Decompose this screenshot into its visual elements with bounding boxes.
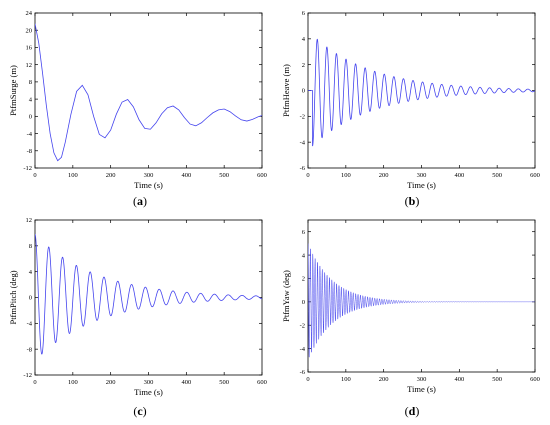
- x-tick-label: 200: [379, 376, 389, 383]
- x-tick-label: 400: [454, 376, 464, 383]
- y-tick-label: -4: [300, 346, 306, 353]
- x-axis-label: Time (s): [134, 387, 163, 397]
- y-tick-label: 4: [302, 36, 306, 43]
- y-tick-label: -4: [300, 139, 306, 146]
- x-tick-label: 300: [144, 172, 154, 179]
- y-tick-label: 8: [29, 243, 32, 250]
- x-tick-label: 300: [417, 172, 427, 179]
- x-tick-label: 400: [181, 379, 191, 386]
- y-tick-label: -4: [27, 131, 33, 138]
- y-tick-label: -8: [27, 346, 32, 353]
- x-tick-label: 600: [257, 379, 267, 386]
- caption-c: (c): [133, 404, 147, 418]
- x-tick-label: 600: [530, 376, 540, 383]
- y-axis-label: PtfmSurge (m): [8, 65, 18, 116]
- plot-frame: [34, 12, 263, 169]
- x-tick-label: 0: [306, 172, 309, 179]
- x-tick-label: 300: [144, 379, 154, 386]
- x-tick-label: 200: [379, 172, 389, 179]
- x-tick-label: 100: [341, 376, 351, 383]
- x-axis-label: Time (s): [134, 180, 163, 190]
- y-tick-label: 8: [29, 79, 32, 86]
- x-tick-label: 600: [257, 172, 267, 179]
- caption-a: (a): [133, 194, 147, 208]
- series-line: [308, 243, 535, 358]
- y-axis-label: PtfmPitch (deg): [8, 270, 18, 324]
- x-axis-label: Time (s): [407, 180, 436, 190]
- y-tick-label: -2: [300, 322, 305, 329]
- x-tick-label: 0: [33, 379, 36, 386]
- y-tick-label: 12: [26, 217, 33, 224]
- caption-b: (b): [404, 194, 420, 208]
- x-tick-label: 400: [454, 172, 464, 179]
- y-tick-label: 2: [302, 276, 305, 283]
- y-tick-label: -12: [23, 165, 32, 172]
- y-tick-label: 0: [29, 295, 32, 302]
- y-tick-label: -6: [300, 369, 306, 376]
- y-tick-label: 4: [29, 269, 33, 276]
- y-tick-label: 6: [302, 229, 306, 236]
- x-tick-label: 500: [492, 172, 502, 179]
- x-tick-label: 300: [417, 376, 427, 383]
- x-tick-label: 0: [306, 376, 309, 383]
- x-tick-label: 500: [492, 376, 502, 383]
- x-tick-label: 200: [106, 379, 116, 386]
- y-tick-label: -6: [300, 165, 306, 172]
- y-tick-label: 0: [302, 299, 305, 306]
- y-tick-label: 4: [29, 96, 33, 103]
- y-tick-label: -2: [300, 114, 305, 121]
- x-tick-label: 500: [219, 172, 229, 179]
- x-tick-label: 500: [219, 379, 229, 386]
- y-tick-label: 0: [29, 114, 32, 121]
- y-tick-label: 2: [302, 62, 305, 69]
- y-tick-label: 12: [26, 62, 33, 69]
- x-tick-label: 200: [106, 172, 116, 179]
- y-tick-label: 4: [302, 252, 306, 259]
- y-tick-label: 6: [302, 10, 306, 17]
- x-tick-label: 0: [33, 172, 36, 179]
- y-tick-label: -4: [27, 321, 33, 328]
- y-tick-label: -8: [27, 148, 32, 155]
- y-tick-label: 20: [26, 27, 33, 34]
- series-line: [35, 23, 262, 162]
- x-tick-label: 100: [68, 379, 78, 386]
- x-tick-label: 100: [341, 172, 351, 179]
- series-line: [35, 234, 262, 355]
- series-line: [308, 38, 535, 147]
- x-tick-label: 400: [181, 172, 191, 179]
- y-tick-label: -12: [23, 372, 32, 379]
- y-tick-label: 24: [26, 10, 33, 17]
- x-axis-label: Time (s): [407, 384, 436, 394]
- x-tick-label: 100: [68, 172, 78, 179]
- x-tick-label: 600: [530, 172, 540, 179]
- y-axis-label: PtfmYaw (deg): [281, 270, 291, 322]
- y-axis-label: PtfmHeave (m): [281, 64, 291, 117]
- y-tick-label: 0: [302, 88, 305, 95]
- y-tick-label: 16: [26, 45, 33, 52]
- caption-d: (d): [404, 404, 420, 418]
